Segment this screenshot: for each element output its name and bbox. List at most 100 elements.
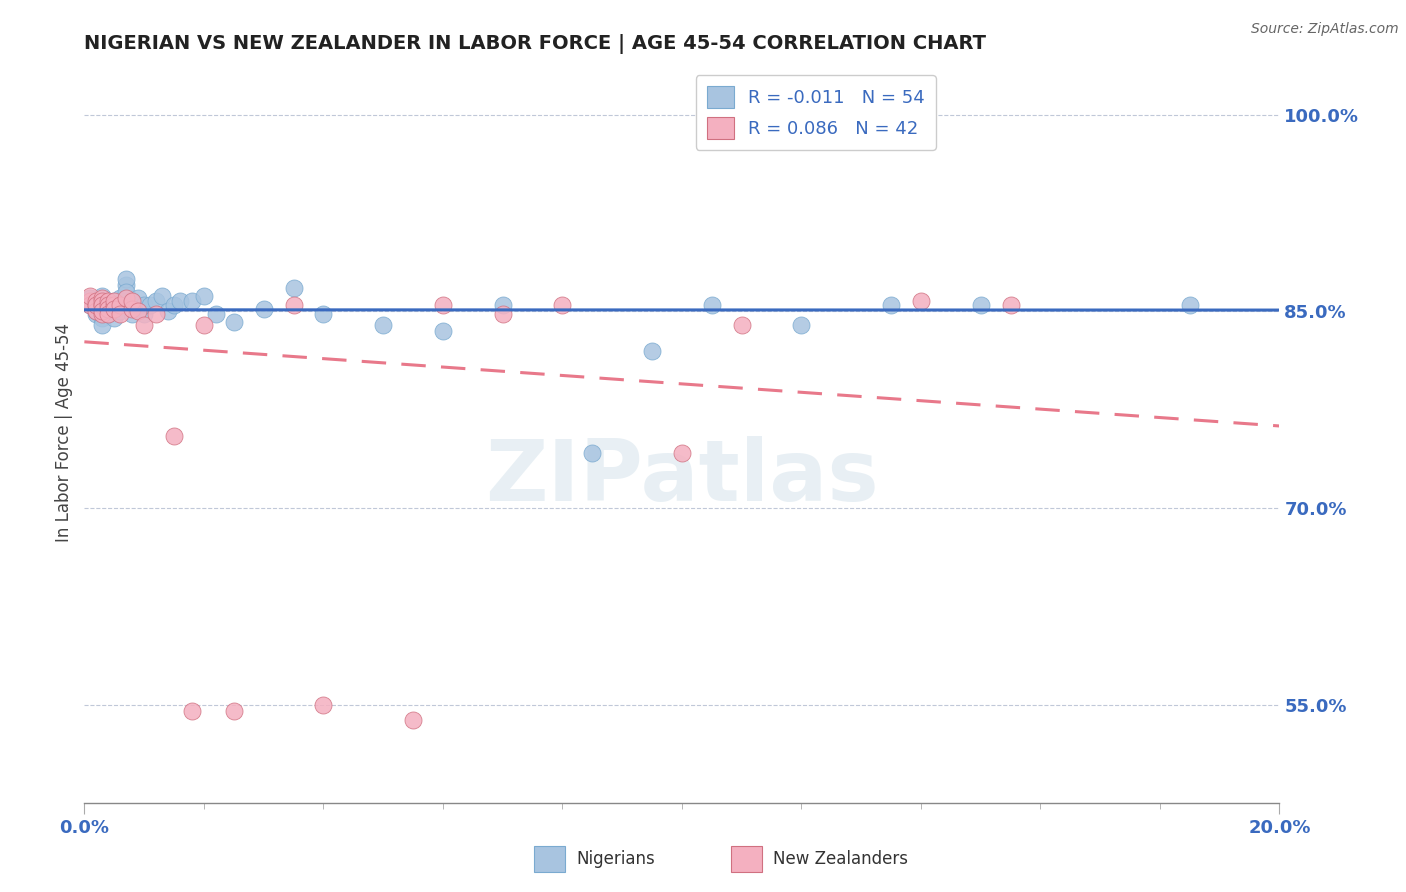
Text: ZIPatlas: ZIPatlas: [485, 435, 879, 518]
Point: [91, 293, 114, 308]
Point: [127, 304, 149, 318]
Point: [110, 291, 132, 305]
Point: [181, 704, 204, 718]
Point: [700, 298, 723, 312]
Point: [145, 307, 167, 321]
Point: [91, 298, 114, 312]
Point: [103, 298, 125, 312]
Point: [312, 307, 335, 321]
Point: [181, 293, 204, 308]
Point: [115, 291, 138, 305]
Point: [163, 429, 186, 443]
Point: [103, 304, 125, 318]
Point: [91, 293, 114, 308]
Point: [115, 271, 138, 285]
Point: [132, 318, 156, 332]
Point: [492, 298, 515, 312]
Point: [97, 298, 120, 312]
Point: [86, 293, 108, 308]
Point: [91, 307, 114, 321]
Point: [115, 285, 138, 299]
Point: [157, 304, 180, 318]
Point: [121, 293, 143, 308]
Point: [139, 298, 162, 312]
Point: [432, 324, 454, 338]
Point: [86, 301, 108, 316]
Point: [205, 307, 228, 321]
Point: [91, 298, 114, 312]
Point: [86, 307, 108, 321]
Point: [671, 446, 693, 460]
Point: [91, 304, 114, 318]
Point: [79, 298, 101, 312]
Point: [641, 343, 664, 358]
Point: [115, 278, 138, 293]
Point: [790, 318, 813, 332]
Point: [222, 315, 245, 329]
Point: [97, 293, 120, 308]
Point: [86, 304, 108, 318]
Point: [79, 298, 101, 312]
Point: [222, 704, 245, 718]
Point: [91, 288, 114, 302]
Point: [91, 298, 114, 312]
Point: [110, 304, 132, 318]
Point: [492, 307, 515, 321]
Point: [103, 301, 125, 316]
Text: Source: ZipAtlas.com: Source: ZipAtlas.com: [1251, 22, 1399, 37]
Point: [103, 293, 125, 308]
Point: [121, 293, 143, 308]
Point: [121, 307, 143, 321]
Point: [193, 288, 215, 302]
Point: [91, 310, 114, 325]
Text: New Zealanders: New Zealanders: [773, 850, 908, 868]
Point: [86, 304, 108, 318]
Point: [312, 698, 335, 712]
Point: [880, 298, 903, 312]
Text: NIGERIAN VS NEW ZEALANDER IN LABOR FORCE | AGE 45-54 CORRELATION CHART: NIGERIAN VS NEW ZEALANDER IN LABOR FORCE…: [84, 34, 987, 54]
Point: [79, 288, 101, 302]
Point: [127, 298, 149, 312]
Point: [132, 307, 156, 321]
Point: [581, 446, 603, 460]
Point: [97, 298, 120, 312]
Point: [103, 310, 125, 325]
Point: [97, 307, 120, 321]
Point: [253, 301, 276, 316]
Point: [97, 307, 120, 321]
Point: [103, 293, 125, 308]
Point: [91, 304, 114, 318]
Point: [97, 301, 120, 316]
Point: [1178, 298, 1201, 312]
Point: [163, 298, 186, 312]
Point: [193, 318, 215, 332]
Point: [97, 301, 120, 316]
Text: Nigerians: Nigerians: [576, 850, 655, 868]
Point: [731, 318, 754, 332]
Point: [79, 291, 101, 305]
Point: [910, 293, 932, 308]
Point: [1000, 298, 1022, 312]
Point: [283, 298, 305, 312]
Point: [169, 293, 191, 308]
Point: [373, 318, 395, 332]
Point: [432, 298, 454, 312]
Point: [970, 298, 993, 312]
Point: [132, 298, 156, 312]
Point: [110, 307, 132, 321]
Point: [86, 298, 108, 312]
Point: [127, 291, 149, 305]
Point: [91, 318, 114, 332]
Point: [79, 293, 101, 308]
Point: [551, 298, 574, 312]
Point: [150, 288, 173, 302]
Legend: R = -0.011   N = 54, R = 0.086   N = 42: R = -0.011 N = 54, R = 0.086 N = 42: [696, 75, 936, 150]
Point: [103, 298, 125, 312]
Point: [97, 293, 120, 308]
Y-axis label: In Labor Force | Age 45-54: In Labor Force | Age 45-54: [55, 323, 73, 542]
Point: [86, 293, 108, 308]
Point: [91, 291, 114, 305]
Point: [283, 281, 305, 295]
Point: [145, 293, 167, 308]
Point: [121, 301, 143, 316]
